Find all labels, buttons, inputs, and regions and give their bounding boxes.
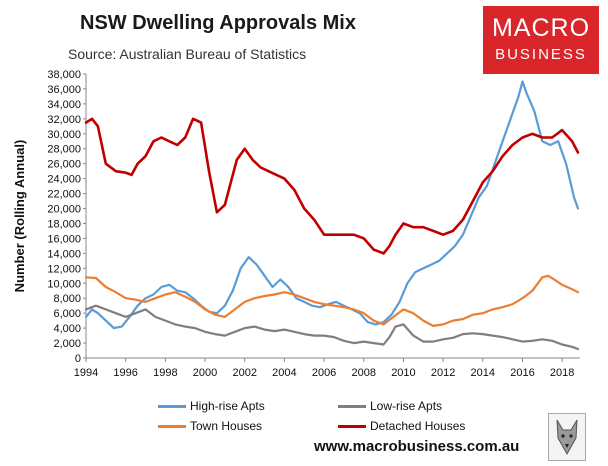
macrobusiness-logo: MACRO BUSINESS	[483, 6, 599, 74]
series-line-detached-houses	[84, 117, 580, 255]
legend-swatch-detached	[338, 425, 366, 428]
wolf-logo-icon	[548, 413, 586, 461]
y-tick-label: 16,000	[47, 233, 81, 245]
x-tick-label: 2000	[193, 367, 217, 379]
series-line-low-rise-apts	[84, 304, 580, 351]
y-tick-label: 22,000	[47, 189, 81, 201]
y-tick-label: 32,000	[47, 114, 81, 126]
x-tick-label: 1996	[113, 367, 137, 379]
legend-swatch-high-rise	[158, 405, 186, 408]
x-tick-label: 1998	[153, 367, 177, 379]
series-line-high-rise-apts	[84, 80, 580, 330]
y-tick-label: 10,000	[47, 278, 81, 290]
legend-label-detached: Detached Houses	[370, 419, 466, 433]
legend-label-high-rise: High-rise Apts	[190, 399, 265, 413]
y-tick-label: 28,000	[47, 144, 81, 156]
x-tick-label: 2004	[272, 367, 296, 379]
x-tick-label: 2006	[312, 367, 336, 379]
legend-swatch-town-houses	[158, 425, 186, 428]
y-tick-label: 20,000	[47, 204, 81, 216]
y-tick-label: 36,000	[47, 84, 81, 96]
chart-title: NSW Dwelling Approvals Mix	[80, 12, 356, 34]
logo-line-2: BUSINESS	[495, 46, 587, 63]
y-tick-label: 8,000	[53, 293, 81, 305]
y-tick-label: 18,000	[47, 218, 81, 230]
y-tick-label: 38,000	[47, 69, 81, 81]
x-tick-label: 2010	[391, 367, 415, 379]
x-tick-label: 2016	[510, 367, 534, 379]
y-tick-label: 24,000	[47, 174, 81, 186]
legend-label-low-rise: Low-rise Apts	[370, 399, 443, 413]
y-tick-label: 0	[75, 353, 81, 365]
x-tick-label: 2008	[352, 367, 376, 379]
chart-series	[84, 80, 580, 351]
y-tick-label: 34,000	[47, 99, 81, 111]
logo-line-1: MACRO	[491, 14, 591, 42]
y-tick-label: 2,000	[53, 338, 81, 350]
legend-swatch-low-rise	[338, 405, 366, 408]
y-tick-label: 14,000	[47, 248, 81, 260]
y-tick-label: 30,000	[47, 129, 81, 141]
x-tick-label: 2002	[232, 367, 256, 379]
x-tick-label: 1994	[74, 367, 98, 379]
y-tick-label: 4,000	[53, 323, 81, 335]
x-tick-label: 2014	[471, 367, 495, 379]
y-axis-label: Number (Rolling Annual)	[12, 140, 27, 293]
website-url[interactable]: www.macrobusiness.com.au	[314, 438, 520, 455]
x-tick-label: 2012	[431, 367, 455, 379]
legend-label-town-houses: Town Houses	[190, 419, 263, 433]
chart-axes: 0 2,000 4,000 6,000 8,000 10,000 12,000 14,000 1…	[47, 69, 580, 379]
source-note: Source: Australian Bureau of Statistics	[68, 46, 307, 62]
y-tick-label: 6,000	[53, 308, 81, 320]
series-line-town-houses	[84, 274, 580, 327]
x-tick-label: 2018	[550, 367, 574, 379]
y-tick-label: 26,000	[47, 159, 81, 171]
y-tick-label: 12,000	[47, 263, 81, 275]
